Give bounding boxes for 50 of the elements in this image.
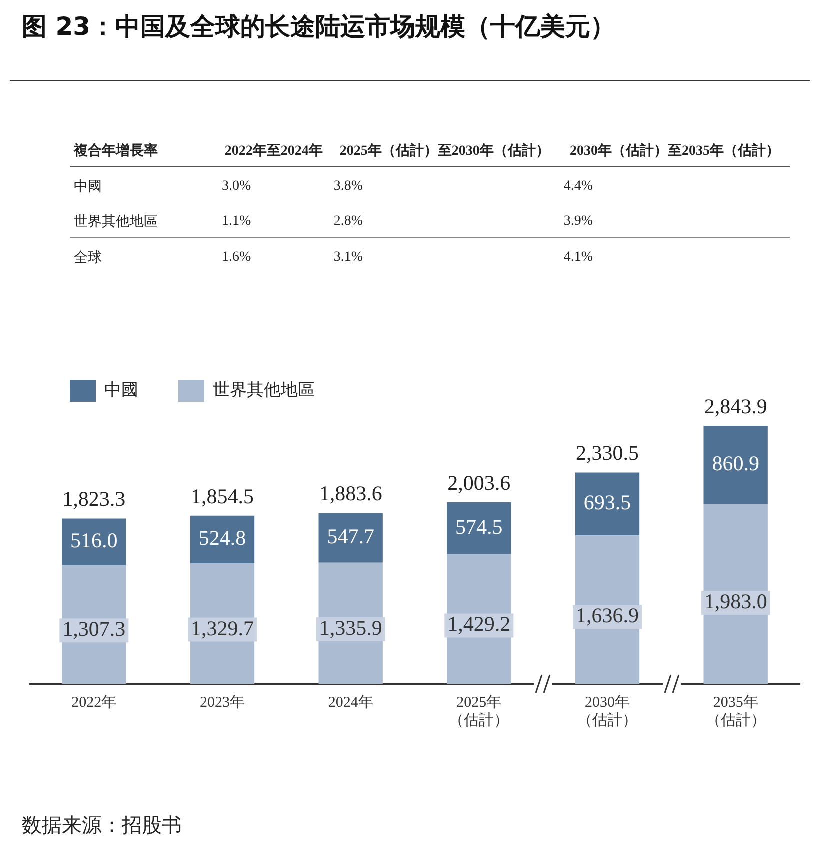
legend-label: 中國: [104, 380, 138, 400]
text: 4.1%: [560, 238, 790, 273]
text: 3.1%: [330, 238, 560, 273]
text: 图 23：中国及全球的长途陆运市场规模（十亿美元）: [22, 11, 616, 43]
text: 3.0%: [221, 178, 252, 196]
total-label: 1,823.3: [62, 487, 126, 512]
data-label: 524.8: [198, 526, 246, 550]
total-label: 1,883.6: [319, 482, 382, 506]
data-label: 1,983.0: [704, 590, 768, 614]
data-label: 1,335.9: [319, 616, 382, 640]
text: 1.1%: [221, 213, 252, 231]
text: 世界其他地區: [73, 214, 159, 232]
data-label: 1,636.9: [576, 604, 639, 628]
total-label: 2,330.5: [576, 441, 639, 466]
bar: [62, 518, 126, 566]
text: 全球: [70, 238, 218, 273]
source-note: 数据来源：招股书: [22, 812, 182, 839]
x-tick-label: 2025年（估計）: [449, 694, 510, 729]
x-tick-label: 2035年（估計）: [706, 694, 766, 729]
text: 2022年至2024年: [218, 140, 330, 166]
text: 3.9%: [562, 213, 594, 231]
data-label: 516.0: [70, 528, 118, 553]
x-tick-label: 2023年: [200, 694, 245, 711]
text: 2030年（估計）至2035年（估計）: [560, 140, 790, 166]
bar: [318, 513, 383, 563]
data-label: 693.5: [584, 490, 632, 515]
x-tick-label: 2030年（估計）: [578, 694, 638, 729]
text: 1.6%: [218, 238, 330, 273]
data-label: 1,307.3: [62, 617, 126, 642]
text: 2.8%: [332, 213, 364, 231]
data-label: 574.5: [456, 514, 503, 539]
x-tick-label: 2024年: [328, 694, 374, 711]
bar: [190, 516, 255, 564]
text: 3.8%: [332, 178, 364, 196]
total-label: 2,003.6: [448, 470, 511, 495]
text: 4.4%: [562, 178, 594, 196]
bar: [704, 426, 768, 504]
text: 複合年增長率: [70, 140, 218, 166]
data-label: 860.9: [712, 452, 760, 476]
total-label: 2,843.9: [704, 394, 768, 419]
text: 中國: [73, 178, 103, 197]
bar: [575, 472, 640, 536]
text: 2025年（估計）至2030年（估計）: [330, 140, 560, 166]
data-label: 547.7: [327, 524, 374, 549]
data-label: 1,329.7: [191, 616, 254, 640]
bar: [447, 502, 512, 554]
total-label: 1,854.5: [191, 484, 254, 508]
data-label: 1,429.2: [448, 612, 511, 636]
legend-label: 世界其他地區: [213, 380, 315, 400]
x-tick-label: 2022年: [72, 694, 117, 711]
